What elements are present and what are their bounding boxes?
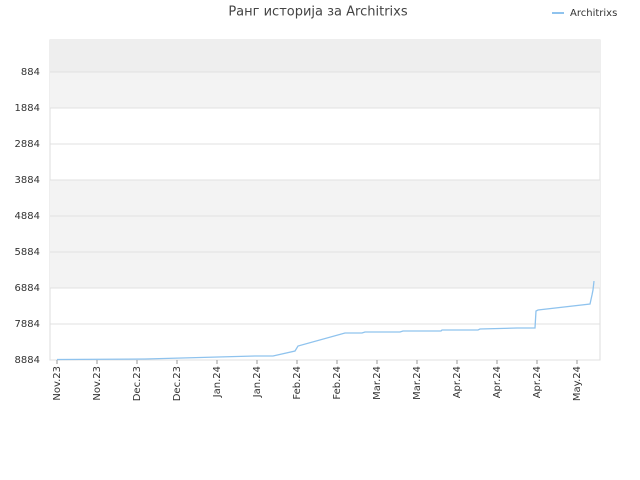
band [50,216,600,253]
x-tick-label: Feb.24 [292,366,303,400]
x-tick-label: Nov.23 [92,366,103,401]
x-tick-label: Apr.24 [532,366,543,398]
x-tick-label: Nov.23 [52,366,63,401]
band [50,72,600,109]
x-tick-label: Jan.24 [212,366,223,398]
x-tick-label: Feb.24 [332,366,343,400]
line [56,280,595,361]
x-tick-label: Dec.23 [172,366,183,401]
y-tick-label: 3884 [15,175,40,186]
y-tick-label: 4884 [15,211,40,222]
x-tick-label: Mar.24 [412,366,423,400]
x-tick-label: May.24 [572,366,583,401]
x-tick-label: Apr.24 [492,366,503,398]
legend-label: Architrixs [570,8,617,19]
y-tick-label: 2884 [15,139,40,150]
y-tick-label: 7884 [15,319,40,330]
band [50,252,600,289]
chart-title: Ранг историја за Architrixs [228,5,408,20]
y-tick-label: 5884 [15,247,40,258]
x-tick-label: Dec.23 [132,366,143,401]
band [50,180,600,217]
y-tick-label: 884 [21,67,40,78]
band [50,40,600,73]
x-tick-label: Mar.24 [372,366,383,400]
y-tick-label: 1884 [15,103,40,114]
y-tick-label: 6884 [15,283,40,294]
x-tick-label: Apr.24 [452,366,463,398]
y-tick-label: 8884 [15,355,40,366]
x-tick-label: Jan.24 [252,366,263,398]
